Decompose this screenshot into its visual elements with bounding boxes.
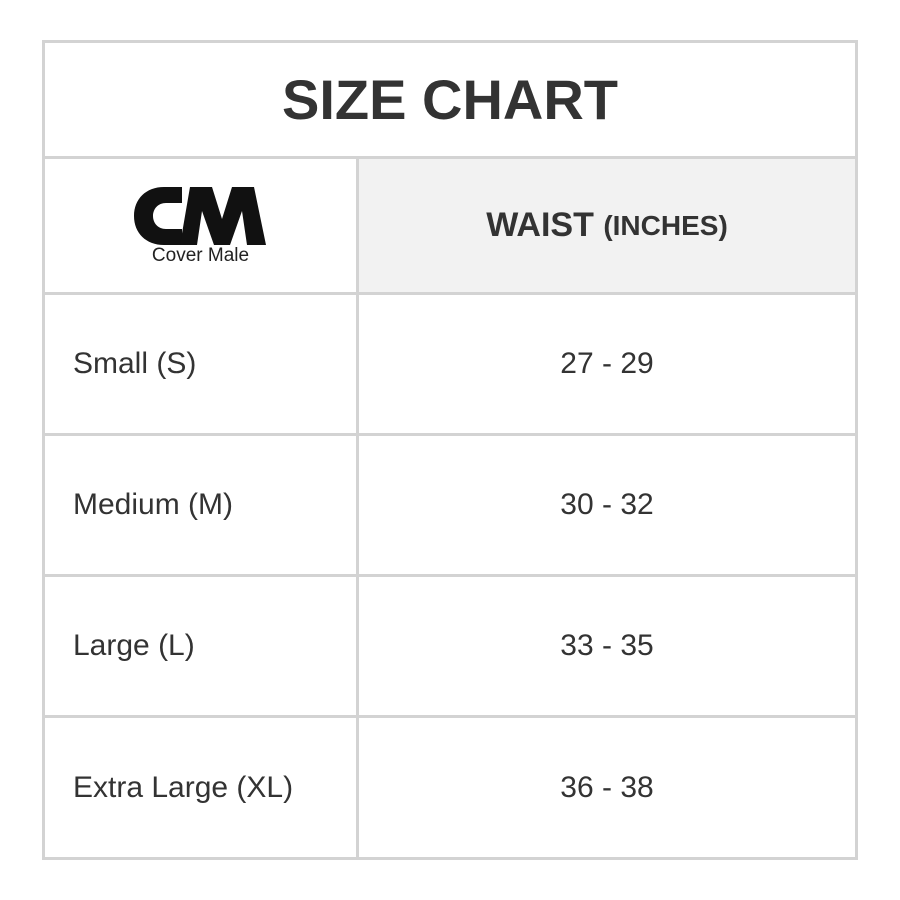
table-row: Small (S) 27 - 29 <box>45 295 855 436</box>
waist-cell: 30 - 32 <box>560 488 654 521</box>
waist-label: WAIST <box>486 206 594 244</box>
brand-logo: Cover Male <box>133 185 268 267</box>
table-row: Extra Large (XL) 36 - 38 <box>45 718 855 857</box>
waist-cell: 33 - 35 <box>560 629 654 662</box>
waist-header: WAIST (INCHES) <box>359 159 855 292</box>
size-cell: Medium (M) <box>45 436 359 574</box>
size-cell: Small (S) <box>45 295 359 433</box>
table-row: Large (L) 33 - 35 <box>45 577 855 718</box>
size-cell: Extra Large (XL) <box>45 718 359 857</box>
logo-cell: Cover Male <box>45 159 359 292</box>
unit-label: (INCHES) <box>603 209 728 241</box>
cm-logo-icon <box>133 186 266 245</box>
brand-name: Cover Male <box>151 244 250 266</box>
table-row: Medium (M) 30 - 32 <box>45 436 855 577</box>
waist-cell: 27 - 29 <box>560 347 654 380</box>
header-row: Cover Male WAIST (INCHES) <box>45 159 855 295</box>
page-title: SIZE CHART <box>45 43 855 159</box>
waist-cell: 36 - 38 <box>560 770 654 804</box>
size-cell: Large (L) <box>45 577 359 715</box>
size-chart-table: SIZE CHART Cover Male WAIST (INCHES) Sma… <box>42 40 858 860</box>
